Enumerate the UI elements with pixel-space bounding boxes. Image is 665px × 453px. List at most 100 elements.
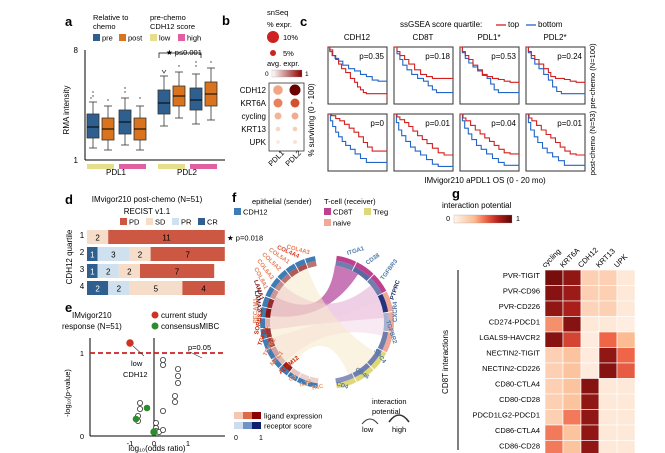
svg-text:PDL1: PDL1 xyxy=(106,168,127,177)
svg-text:1: 1 xyxy=(90,268,95,277)
svg-text:KRT6A: KRT6A xyxy=(240,99,266,108)
svg-text:0: 0 xyxy=(234,435,238,442)
svg-text:p=0.18: p=0.18 xyxy=(425,52,450,61)
svg-text:ligand expression: ligand expression xyxy=(264,412,322,421)
svg-text:PD: PD xyxy=(129,218,140,227)
svg-text:high: high xyxy=(392,425,406,434)
svg-text:low: low xyxy=(362,425,374,434)
svg-text:PDL2: PDL2 xyxy=(177,168,198,177)
svg-text:% expr.: % expr. xyxy=(267,20,292,29)
svg-text:avg. expr.: avg. expr. xyxy=(267,59,300,68)
svg-text:3: 3 xyxy=(80,265,85,274)
svg-text:top: top xyxy=(508,20,520,29)
svg-text:low: low xyxy=(131,359,143,368)
svg-text:T-cell (receiver): T-cell (receiver) xyxy=(324,197,376,206)
svg-text:snSeq: snSeq xyxy=(267,8,288,17)
svg-text:cycling: cycling xyxy=(242,112,266,121)
svg-text:current study: current study xyxy=(161,311,207,320)
svg-text:2: 2 xyxy=(117,285,122,294)
svg-text:naive: naive xyxy=(333,219,351,228)
svg-text:1: 1 xyxy=(80,231,85,240)
svg-text:CD38: CD38 xyxy=(365,252,382,266)
svg-text:CD86-CTLA4: CD86-CTLA4 xyxy=(495,426,540,435)
svg-text:5: 5 xyxy=(154,285,159,294)
svg-text:10%: 10% xyxy=(283,33,298,42)
svg-text:p=0.24: p=0.24 xyxy=(557,52,582,61)
svg-text:p=0.01: p=0.01 xyxy=(425,119,450,128)
svg-text:2: 2 xyxy=(127,268,132,277)
svg-text:low: low xyxy=(159,34,171,43)
svg-text:PDCD1LG2-PDCD1: PDCD1LG2-PDCD1 xyxy=(472,411,540,420)
svg-text:post: post xyxy=(128,34,143,43)
svg-text:p=0.35: p=0.35 xyxy=(359,52,384,61)
svg-text:interaction: interaction xyxy=(372,397,407,406)
svg-text:CD80-CD28: CD80-CD28 xyxy=(499,395,540,404)
svg-text:PDL1*: PDL1* xyxy=(477,33,500,42)
svg-text:NECTIN2-TIGIT: NECTIN2-TIGIT xyxy=(486,349,540,358)
svg-text:TGFBR3: TGFBR3 xyxy=(380,258,399,281)
svg-text:CDH12: CDH12 xyxy=(123,370,148,379)
svg-text:consensusMIBC: consensusMIBC xyxy=(161,322,219,331)
svg-text:SD: SD xyxy=(155,218,166,227)
svg-text:cycling: cycling xyxy=(540,247,563,270)
svg-text:CDH12: CDH12 xyxy=(240,86,267,95)
svg-text:ssGSEA score quartile:: ssGSEA score quartile: xyxy=(400,20,482,29)
svg-text:2: 2 xyxy=(106,268,111,277)
svg-text:CDH12 score: CDH12 score xyxy=(150,22,195,31)
svg-text:1: 1 xyxy=(74,156,79,165)
svg-text:interaction potential: interaction potential xyxy=(442,201,512,210)
svg-text:7: 7 xyxy=(185,251,190,260)
svg-text:2: 2 xyxy=(95,285,100,294)
svg-text:PVR-CD96: PVR-CD96 xyxy=(503,287,540,296)
svg-text:p=0.01: p=0.01 xyxy=(557,119,582,128)
svg-text:0: 0 xyxy=(265,71,269,78)
svg-text:8: 8 xyxy=(74,46,79,55)
svg-text:UPK: UPK xyxy=(250,138,267,147)
svg-text:high: high xyxy=(187,34,201,43)
svg-text:pre-chemo: pre-chemo xyxy=(150,13,186,22)
svg-text:PR: PR xyxy=(181,218,192,227)
svg-text:CR: CR xyxy=(207,218,218,227)
svg-text:1: 1 xyxy=(186,439,190,448)
svg-text:epithelial (sender): epithelial (sender) xyxy=(252,197,312,206)
svg-text:response (N=51): response (N=51) xyxy=(62,322,122,331)
svg-text:p=0: p=0 xyxy=(370,119,384,128)
svg-text:★ p≤0.001: ★ p≤0.001 xyxy=(166,48,202,57)
svg-text:11: 11 xyxy=(162,234,171,243)
svg-text:4: 4 xyxy=(201,285,206,294)
svg-text:p=0.53: p=0.53 xyxy=(491,52,516,61)
svg-text:RECIST v1.1: RECIST v1.1 xyxy=(124,207,171,216)
svg-text:CD8T: CD8T xyxy=(333,208,353,217)
svg-text:7: 7 xyxy=(175,268,180,277)
svg-text:PTPRC: PTPRC xyxy=(390,279,402,301)
svg-text:% surviving (0 - 100): % surviving (0 - 100) xyxy=(307,83,316,157)
svg-text:CD86-CD28: CD86-CD28 xyxy=(499,442,540,451)
svg-text:CD80-CTLA4: CD80-CTLA4 xyxy=(495,380,540,389)
svg-text:1: 1 xyxy=(259,435,263,442)
svg-text:Treg: Treg xyxy=(373,208,388,217)
svg-text:0: 0 xyxy=(446,216,450,223)
svg-text:-log₁₀(p-value): -log₁₀(p-value) xyxy=(63,369,72,417)
svg-text:2: 2 xyxy=(138,251,143,260)
svg-text:IMvigor210: IMvigor210 xyxy=(72,311,112,320)
svg-text:Relative to: Relative to xyxy=(93,13,128,22)
svg-text:1: 1 xyxy=(516,216,520,223)
svg-text:chemo: chemo xyxy=(93,22,116,31)
svg-text:CD8T interactions: CD8T interactions xyxy=(441,330,450,394)
svg-text:CXCR4: CXCR4 xyxy=(393,301,399,322)
svg-text:5%: 5% xyxy=(283,49,294,58)
svg-text:log₁₀(odds ratio): log₁₀(odds ratio) xyxy=(128,444,185,453)
svg-text:CDH12: CDH12 xyxy=(243,208,268,217)
svg-text:4: 4 xyxy=(80,282,85,291)
svg-text:LGALS9-HAVCR2: LGALS9-HAVCR2 xyxy=(479,333,540,342)
svg-text:1: 1 xyxy=(90,251,95,260)
svg-text:pre-chemo (N=100): pre-chemo (N=100) xyxy=(588,43,597,109)
svg-text:0: 0 xyxy=(152,439,156,448)
svg-text:bottom: bottom xyxy=(538,20,563,29)
svg-text:CDH12: CDH12 xyxy=(344,33,371,42)
svg-text:PVR-TIGIT: PVR-TIGIT xyxy=(503,271,541,280)
svg-text:PDL2*: PDL2* xyxy=(543,33,566,42)
svg-text:KRT13: KRT13 xyxy=(241,125,266,134)
svg-text:receptor score: receptor score xyxy=(264,422,312,431)
svg-text:1: 1 xyxy=(80,349,84,358)
